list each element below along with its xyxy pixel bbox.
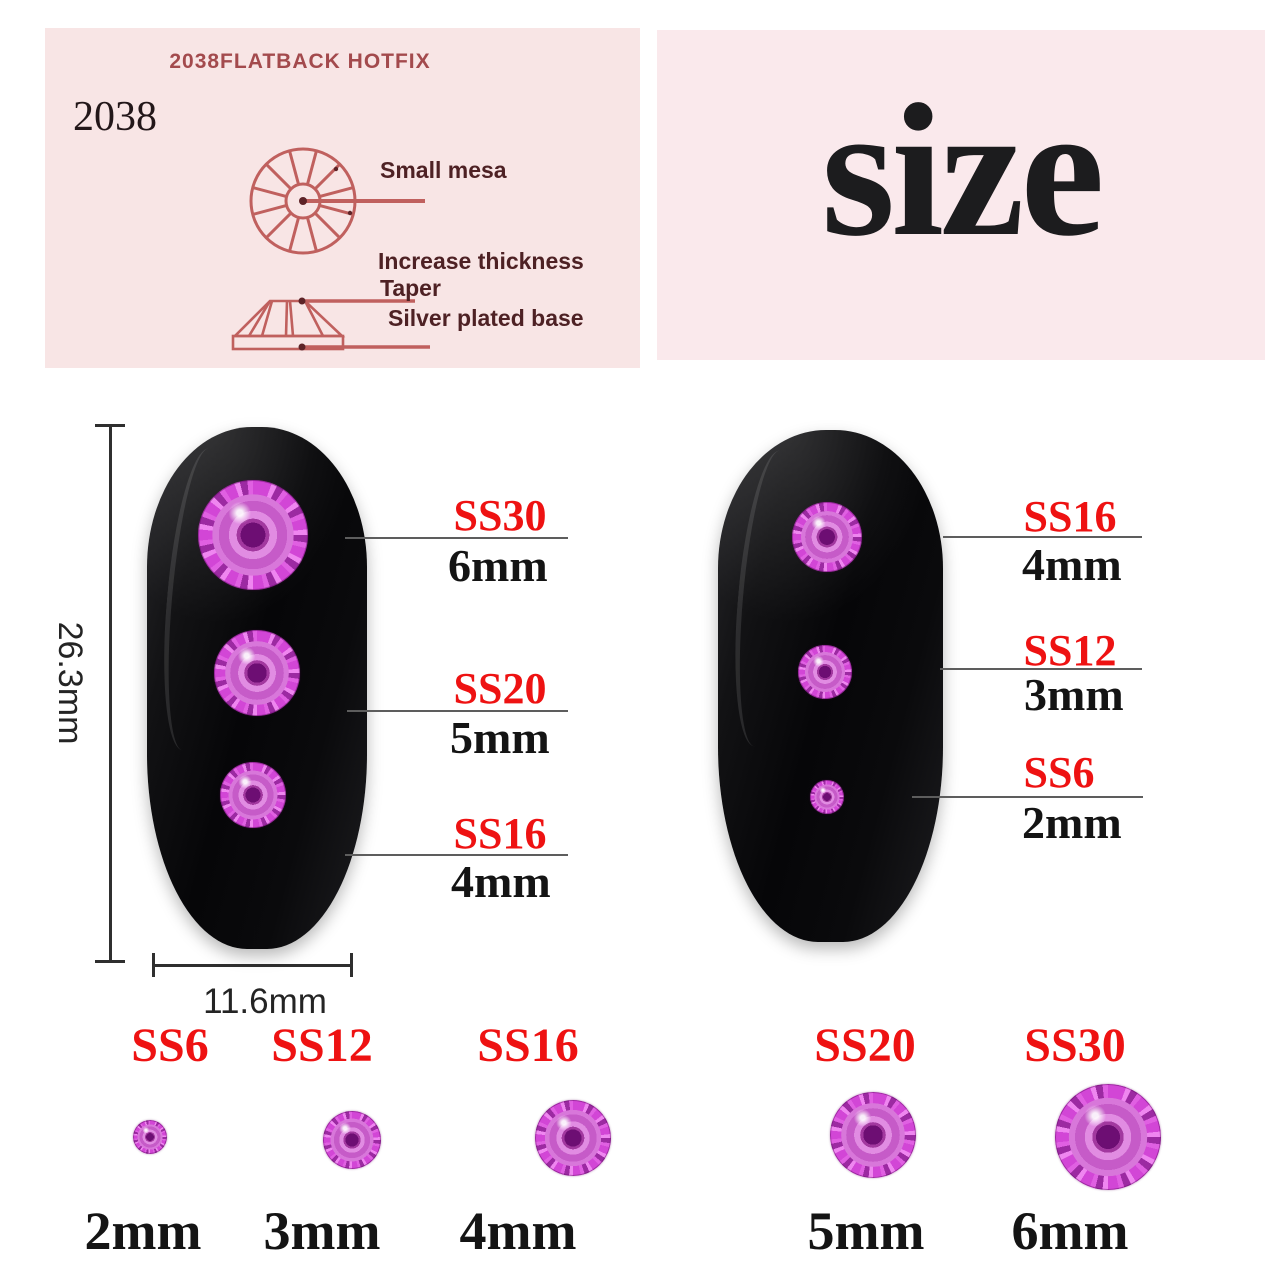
width-measure-line <box>152 964 353 967</box>
stone-ss30-left-nail <box>198 480 308 590</box>
chart-mm-label: 4mm <box>459 1201 577 1261</box>
mm-size-label: 2mm <box>1022 797 1122 848</box>
ss-size-label: SS6 <box>1023 748 1095 797</box>
stone-ss12-right-nail <box>798 645 852 699</box>
ss-size-label: SS16 <box>453 809 547 858</box>
stone-ss12-sample <box>323 1111 381 1169</box>
size-panel <box>657 30 1265 360</box>
chart-mm-label: 2mm <box>84 1201 202 1261</box>
leader-line <box>345 537 568 539</box>
spec-panel <box>45 28 640 368</box>
height-measure-cap-top <box>95 424 125 427</box>
ss-size-label: SS20 <box>453 664 547 713</box>
height-measure-cap-bottom <box>95 960 125 963</box>
ss-size-label: SS16 <box>1023 492 1117 541</box>
mm-size-label: 3mm <box>1024 669 1124 720</box>
callout-small-mesa: Small mesa <box>380 157 507 183</box>
stone-ss6-sample <box>133 1120 167 1154</box>
callout-increase-thickness: Increase thickness <box>378 248 584 274</box>
stone-ss20-sample <box>830 1092 916 1178</box>
chart-ss-label: SS30 <box>1024 1019 1126 1072</box>
stone-ss16-left-nail <box>220 762 286 828</box>
mm-size-label: 4mm <box>451 856 551 907</box>
leader-line <box>912 796 1143 798</box>
mm-size-label: 5mm <box>450 712 550 763</box>
stone-ss30-sample <box>1055 1084 1161 1190</box>
width-measure-cap-right <box>350 953 353 977</box>
size-panel-title: size <box>821 66 1104 276</box>
chart-mm-label: 5mm <box>807 1201 925 1261</box>
height-measure-line <box>109 425 112 963</box>
nail-width-label: 11.6mm <box>203 982 327 1021</box>
leader-line <box>347 710 568 712</box>
width-measure-cap-left <box>152 953 155 977</box>
rhinestone-sideview-diagram <box>231 297 430 351</box>
spec-panel-header: 2038FLATBACK HOTFIX <box>169 50 431 73</box>
leader-line <box>943 536 1142 538</box>
rhinestone-topview-diagram <box>249 147 425 255</box>
chart-ss-label: SS6 <box>131 1019 209 1072</box>
leader-line <box>345 854 568 856</box>
mm-size-label: 6mm <box>448 540 548 591</box>
chart-mm-label: 6mm <box>1011 1201 1129 1261</box>
chart-ss-label: SS16 <box>477 1019 579 1072</box>
chart-mm-label: 3mm <box>263 1201 381 1261</box>
callout-taper: Taper <box>380 275 441 301</box>
chart-ss-label: SS20 <box>814 1019 916 1072</box>
callout-silver-plated-base: Silver plated base <box>388 305 584 331</box>
stone-ss16-sample <box>535 1100 611 1176</box>
chart-ss-label: SS12 <box>271 1019 373 1072</box>
ss-size-label: SS12 <box>1023 626 1117 675</box>
stone-ss20-left-nail <box>214 630 300 716</box>
ss-size-label: SS30 <box>453 491 547 540</box>
stone-ss16-right-nail <box>792 502 862 572</box>
nail-height-label: 26.3mm <box>51 621 89 745</box>
mm-size-label: 4mm <box>1022 539 1122 590</box>
spec-model-number: 2038 <box>73 94 157 140</box>
leader-line <box>940 668 1142 670</box>
stone-ss6-right-nail <box>810 780 844 814</box>
